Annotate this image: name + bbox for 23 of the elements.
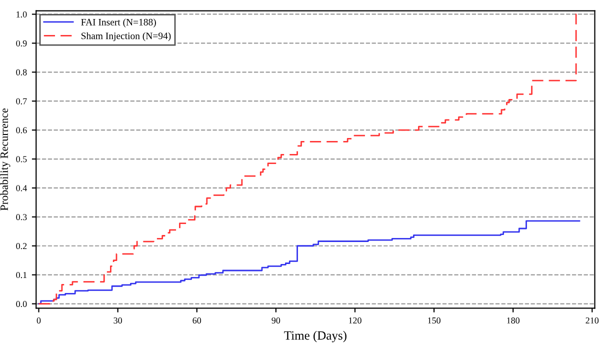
legend-label: FAI Insert (N=188) — [81, 18, 156, 28]
y-axis-title: Probability Recurrence — [0, 108, 10, 210]
y-tick-label: 0.6 — [16, 127, 27, 134]
x-tick-label: 180 — [507, 317, 520, 324]
y-tick-label: 0.5 — [16, 156, 27, 162]
y-tick-label: 0.2 — [16, 243, 27, 250]
x-tick-label: 210 — [586, 317, 599, 324]
legend-label: Sham Injection (N=94) — [81, 32, 171, 42]
x-tick-label: 90 — [272, 317, 280, 324]
y-tick-label: 0.8 — [16, 69, 27, 76]
y-tick-label: 0.1 — [16, 272, 27, 278]
y-tick-label: 0.4 — [16, 185, 27, 192]
y-tick-label: 0.9 — [16, 40, 27, 46]
y-tick-label: 1.0 — [16, 11, 27, 18]
y-tick-label: 0.3 — [16, 214, 27, 220]
x-tick-label: 150 — [428, 317, 440, 324]
y-tick-label: 0.0 — [16, 300, 27, 308]
y-tick-label: 0.7 — [16, 98, 27, 104]
x-tick-label: 30 — [114, 317, 122, 324]
x-tick-label: 0 — [36, 317, 41, 324]
x-tick-label: 60 — [192, 317, 202, 324]
x-axis-title: Time (Days) — [284, 330, 346, 342]
x-tick-label: 120 — [349, 317, 362, 324]
